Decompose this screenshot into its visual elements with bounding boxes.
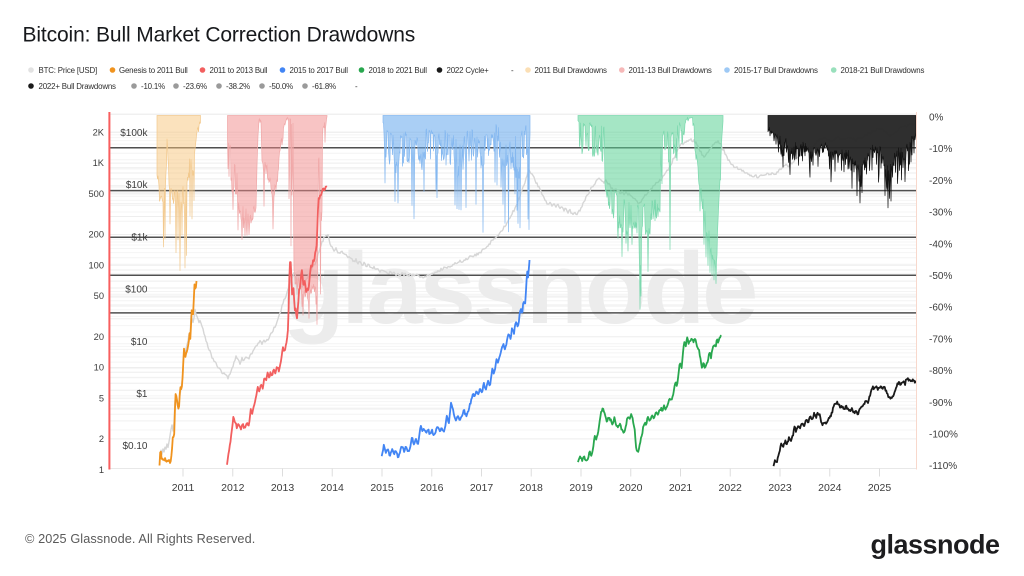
svg-text:2013: 2013	[271, 482, 295, 494]
svg-text:2011: 2011	[172, 482, 195, 494]
svg-text:2012: 2012	[221, 482, 245, 494]
svg-text:2015 to 2017 Bull: 2015 to 2017 Bull	[290, 66, 349, 75]
svg-text:-30%: -30%	[929, 208, 952, 219]
svg-text:2015-17 Bull Drawdowns: 2015-17 Bull Drawdowns	[734, 66, 818, 75]
svg-text:$10: $10	[131, 337, 148, 348]
svg-text:2018: 2018	[520, 482, 544, 494]
svg-text:2020: 2020	[619, 482, 643, 494]
svg-text:2019: 2019	[569, 482, 593, 494]
svg-text:-61.8%: -61.8%	[312, 82, 336, 91]
svg-text:2022: 2022	[719, 482, 743, 494]
svg-text:$10k: $10k	[126, 180, 149, 191]
svg-text:2017: 2017	[470, 482, 494, 494]
svg-text:2014: 2014	[321, 482, 345, 494]
svg-text:200: 200	[88, 230, 104, 240]
svg-text:Genesis to 2011 Bull: Genesis to 2011 Bull	[119, 66, 188, 75]
svg-text:-50%: -50%	[929, 271, 952, 282]
svg-text:-90%: -90%	[929, 398, 952, 409]
svg-text:500: 500	[88, 189, 104, 199]
svg-text:2015: 2015	[370, 482, 394, 494]
svg-text:2: 2	[99, 434, 104, 444]
svg-text:1K: 1K	[93, 158, 105, 168]
svg-text:2022 Cycle+: 2022 Cycle+	[447, 66, 490, 75]
svg-text:2021: 2021	[669, 482, 693, 494]
svg-text:1: 1	[99, 465, 104, 475]
svg-text:-40%: -40%	[929, 239, 952, 250]
svg-text:$100: $100	[125, 285, 148, 296]
svg-text:$0.10: $0.10	[122, 441, 147, 452]
svg-text:2025: 2025	[868, 482, 892, 494]
svg-text:-38.2%: -38.2%	[226, 82, 250, 91]
svg-text:2024: 2024	[818, 482, 842, 494]
svg-text:-110%: -110%	[929, 461, 957, 472]
svg-text:-20%: -20%	[929, 176, 952, 187]
svg-text:2018 to 2021 Bull: 2018 to 2021 Bull	[369, 66, 428, 75]
svg-text:$100k: $100k	[120, 128, 148, 139]
svg-text:$1k: $1k	[131, 232, 148, 243]
svg-text:$1: $1	[136, 389, 148, 400]
svg-text:glassnode: glassnode	[870, 530, 1000, 560]
svg-text:100: 100	[88, 260, 104, 270]
svg-text:20: 20	[94, 332, 104, 342]
svg-text:2018-21 Bull Drawdowns: 2018-21 Bull Drawdowns	[841, 66, 925, 75]
svg-text:2023: 2023	[768, 482, 792, 494]
svg-text:-: -	[511, 66, 514, 75]
svg-text:50: 50	[94, 291, 104, 301]
svg-text:-10.1%: -10.1%	[141, 82, 165, 91]
svg-text:2011 to 2013 Bull: 2011 to 2013 Bull	[210, 66, 268, 75]
svg-text:-23.6%: -23.6%	[183, 82, 207, 91]
svg-text:glassnode: glassnode	[283, 233, 756, 345]
svg-text:2022+ Bull Drawdowns: 2022+ Bull Drawdowns	[39, 82, 117, 91]
svg-text:0%: 0%	[929, 113, 944, 124]
svg-text:-70%: -70%	[929, 334, 952, 345]
svg-text:-100%: -100%	[929, 430, 958, 441]
svg-text:Bitcoin: Bull Market Correctio: Bitcoin: Bull Market Correction Drawdown…	[23, 24, 416, 47]
svg-text:10: 10	[94, 363, 104, 373]
svg-text:-50.0%: -50.0%	[269, 82, 293, 91]
svg-text:BTC: Price [USD]: BTC: Price [USD]	[39, 66, 98, 75]
svg-text:2011-13 Bull Drawdowns: 2011-13 Bull Drawdowns	[629, 66, 712, 75]
svg-text:2016: 2016	[420, 482, 444, 494]
svg-text:-10%: -10%	[929, 144, 952, 155]
svg-text:2011 Bull Drawdowns: 2011 Bull Drawdowns	[535, 66, 608, 75]
svg-text:2K: 2K	[93, 127, 105, 137]
svg-text:5: 5	[99, 394, 104, 404]
svg-text:© 2025 Glassnode. All Rights R: © 2025 Glassnode. All Rights Reserved.	[25, 532, 255, 546]
svg-text:-80%: -80%	[929, 366, 952, 377]
svg-text:-: -	[355, 82, 358, 91]
svg-text:-60%: -60%	[929, 303, 952, 314]
